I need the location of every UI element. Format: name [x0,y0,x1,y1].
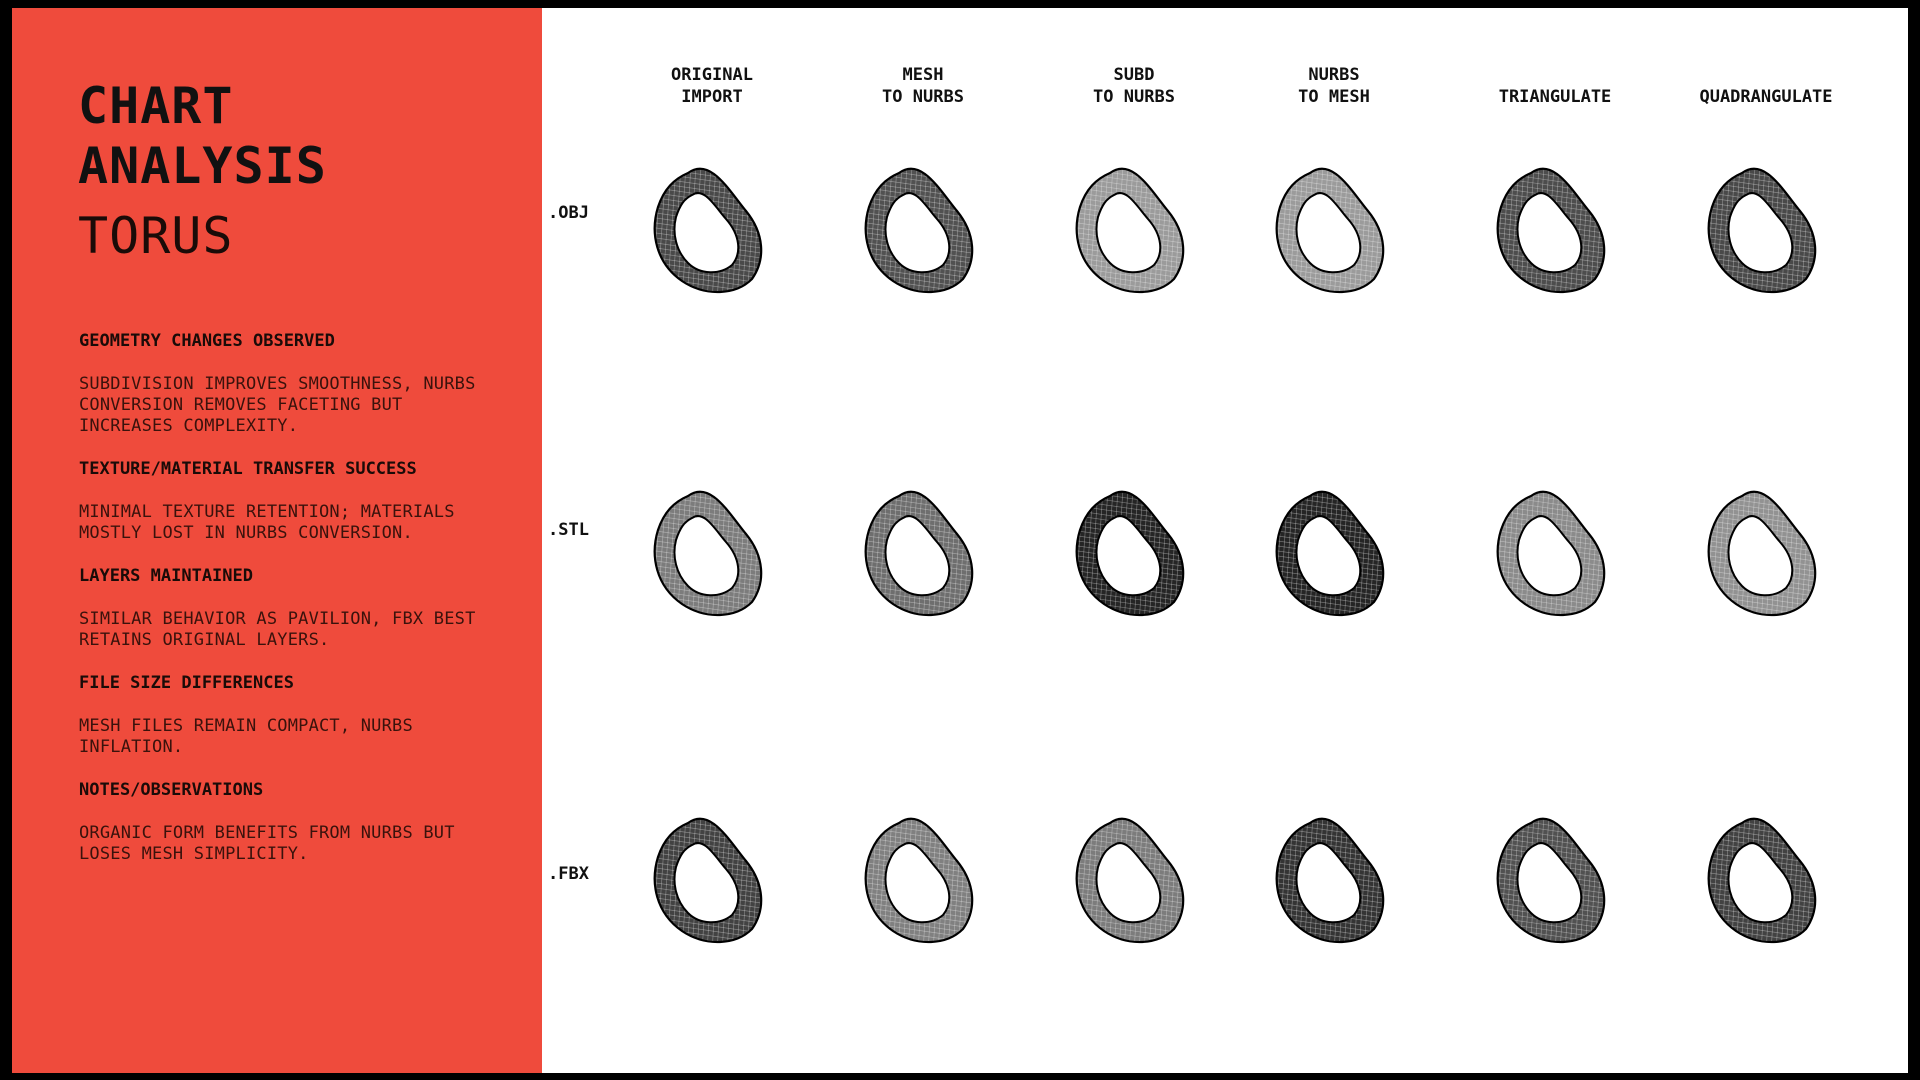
torus-wireframe-icon [1264,474,1404,624]
row-label: .STL [548,520,589,540]
observation-sections: GEOMETRY CHANGES OBSERVED SUBDIVISION IM… [79,331,479,887]
torus-wireframe-icon [853,151,993,301]
torus-thumbnail[interactable] [1696,474,1836,624]
torus-thumbnail[interactable] [853,801,993,951]
section-texture: TEXTURE/MATERIAL TRANSFER SUCCESS MINIMA… [79,459,479,544]
column-header: NURBS TO MESH [1244,64,1424,108]
section-geometry: GEOMETRY CHANGES OBSERVED SUBDIVISION IM… [79,331,479,437]
column-header-line-2: IMPORT [681,87,743,107]
torus-thumbnail[interactable] [642,151,782,301]
torus-thumbnail[interactable] [1485,474,1625,624]
torus-wireframe-icon [1264,801,1404,951]
row-label: .OBJ [548,203,589,223]
torus-wireframe-icon [1485,801,1625,951]
torus-wireframe-icon [1264,151,1404,301]
torus-wireframe-icon [642,474,782,624]
row-label: .FBX [548,864,589,884]
section-heading: FILE SIZE DIFFERENCES [79,673,294,693]
section-heading: NOTES/OBSERVATIONS [79,780,264,800]
torus-thumbnail[interactable] [1064,151,1204,301]
torus-thumbnail[interactable] [1696,151,1836,301]
torus-thumbnail[interactable] [642,474,782,624]
section-heading: TEXTURE/MATERIAL TRANSFER SUCCESS [79,459,417,479]
column-header-line-1: SUBD [1113,65,1155,85]
column-header-line-1: NURBS [1308,65,1360,85]
torus-wireframe-icon [853,801,993,951]
section-body: MESH FILES REMAIN COMPACT, NURBS INFLATI… [79,716,413,757]
torus-thumbnail[interactable] [1264,474,1404,624]
torus-thumbnail[interactable] [1696,801,1836,951]
torus-thumbnail[interactable] [1485,151,1625,301]
torus-wireframe-icon [1696,474,1836,624]
column-header-line-1 [1676,64,1856,86]
torus-wireframe-icon [1696,151,1836,301]
comparison-grid: ORIGINAL IMPORT MESH TO NURBS SUBD TO NURBS NU… [542,8,1908,1073]
torus-wireframe-icon [1696,801,1836,951]
torus-wireframe-icon [642,151,782,301]
torus-wireframe-icon [1064,151,1204,301]
torus-thumbnail[interactable] [853,474,993,624]
torus-wireframe-icon [853,474,993,624]
column-header-line-2: TO NURBS [882,87,964,107]
section-body: MINIMAL TEXTURE RETENTION; MATERIALS MOS… [79,502,455,543]
title-line-2: ANALYSIS [78,137,327,195]
column-header-line-2: TO NURBS [1093,87,1175,107]
section-body: ORGANIC FORM BENEFITS FROM NURBS BUT LOS… [79,823,455,864]
page-title: CHART ANALYSIS [78,76,327,196]
torus-wireframe-icon [1485,474,1625,624]
slide-frame: CHART ANALYSIS TORUS GEOMETRY CHANGES OB… [12,8,1908,1073]
column-header-line-1 [1465,64,1645,86]
torus-thumbnail[interactable] [1064,474,1204,624]
section-heading: LAYERS MAINTAINED [79,566,253,586]
column-header: SUBD TO NURBS [1044,64,1224,108]
section-notes: NOTES/OBSERVATIONS ORGANIC FORM BENEFITS… [79,780,479,865]
section-layers: LAYERS MAINTAINED SIMILAR BEHAVIOR AS PA… [79,566,479,651]
column-header-line-2: TO MESH [1298,87,1370,107]
info-panel: CHART ANALYSIS TORUS GEOMETRY CHANGES OB… [12,8,542,1073]
column-header-line-2: TRIANGULATE [1498,87,1612,107]
section-file-size: FILE SIZE DIFFERENCES MESH FILES REMAIN … [79,673,479,758]
section-body: SUBDIVISION IMPROVES SMOOTHNESS, NURBS C… [79,374,476,436]
torus-wireframe-icon [1485,151,1625,301]
torus-thumbnail[interactable] [1485,801,1625,951]
section-heading: GEOMETRY CHANGES OBSERVED [79,331,335,351]
torus-thumbnail[interactable] [1264,151,1404,301]
column-header-line-1: ORIGINAL [671,65,753,85]
torus-wireframe-icon [642,801,782,951]
torus-thumbnail[interactable] [1064,801,1204,951]
torus-thumbnail[interactable] [642,801,782,951]
torus-thumbnail[interactable] [853,151,993,301]
title-line-1: CHART [78,77,234,135]
torus-wireframe-icon [1064,474,1204,624]
column-header: MESH TO NURBS [833,64,1013,108]
torus-wireframe-icon [1064,801,1204,951]
page-subtitle: TORUS [78,207,234,265]
column-header-line-1: MESH [902,65,944,85]
torus-thumbnail[interactable] [1264,801,1404,951]
column-header-line-2: QUADRANGULATE [1699,87,1833,107]
column-header: TRIANGULATE [1465,64,1645,108]
column-header: ORIGINAL IMPORT [622,64,802,108]
section-body: SIMILAR BEHAVIOR AS PAVILION, FBX BEST R… [79,609,476,650]
column-header: QUADRANGULATE [1676,64,1856,108]
